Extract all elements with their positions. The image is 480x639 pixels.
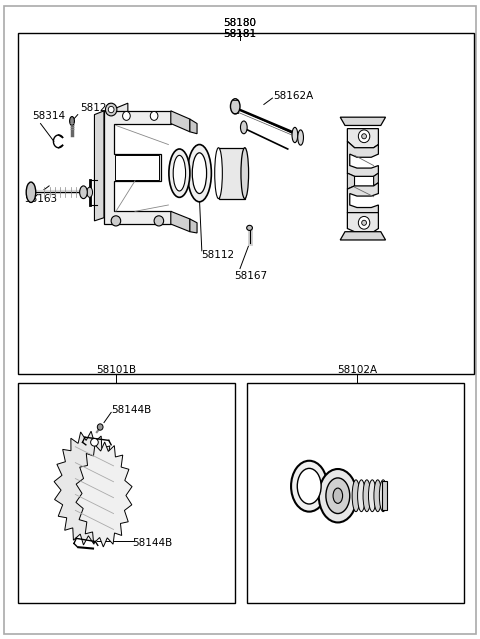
Text: 58163: 58163 — [24, 194, 58, 204]
Text: 58101B: 58101B — [96, 366, 136, 375]
Ellipse shape — [379, 480, 387, 512]
Polygon shape — [348, 213, 378, 232]
Polygon shape — [171, 212, 190, 232]
Ellipse shape — [333, 488, 343, 504]
Ellipse shape — [297, 468, 321, 504]
Text: 58112: 58112 — [201, 250, 234, 259]
Ellipse shape — [108, 106, 114, 112]
Ellipse shape — [97, 424, 103, 430]
Ellipse shape — [230, 99, 240, 114]
Ellipse shape — [70, 116, 74, 125]
Polygon shape — [382, 481, 387, 511]
Bar — [18, 383, 235, 603]
Polygon shape — [190, 219, 197, 233]
Text: 58102A: 58102A — [337, 366, 377, 375]
Polygon shape — [348, 173, 355, 189]
Text: 58180: 58180 — [224, 18, 256, 28]
Text: 58181: 58181 — [223, 29, 257, 40]
Polygon shape — [218, 148, 245, 199]
Ellipse shape — [352, 480, 360, 512]
Ellipse shape — [369, 480, 376, 512]
Polygon shape — [340, 117, 385, 125]
Ellipse shape — [215, 148, 222, 199]
Ellipse shape — [298, 130, 303, 145]
Ellipse shape — [362, 134, 366, 139]
Ellipse shape — [169, 149, 190, 197]
Ellipse shape — [363, 480, 371, 512]
Ellipse shape — [150, 111, 158, 120]
Ellipse shape — [247, 226, 252, 231]
Text: 58162A: 58162A — [274, 91, 313, 100]
Text: 58180: 58180 — [224, 18, 256, 28]
Text: 58314: 58314 — [33, 111, 66, 121]
Text: 58144B: 58144B — [132, 539, 173, 548]
Ellipse shape — [359, 130, 370, 142]
Ellipse shape — [188, 144, 211, 202]
Ellipse shape — [374, 480, 382, 512]
Polygon shape — [54, 431, 120, 545]
Ellipse shape — [122, 111, 130, 120]
Polygon shape — [348, 183, 378, 216]
Bar — [18, 33, 474, 374]
Ellipse shape — [362, 220, 366, 226]
Ellipse shape — [291, 461, 327, 512]
Ellipse shape — [87, 187, 93, 197]
Polygon shape — [171, 111, 190, 132]
Ellipse shape — [192, 153, 206, 194]
Ellipse shape — [106, 103, 117, 116]
Polygon shape — [97, 103, 128, 127]
Polygon shape — [76, 442, 132, 547]
Polygon shape — [104, 111, 171, 224]
Ellipse shape — [80, 186, 87, 199]
Ellipse shape — [319, 469, 357, 523]
Ellipse shape — [154, 216, 164, 226]
Ellipse shape — [359, 217, 370, 229]
Text: 58144B: 58144B — [111, 405, 151, 415]
Polygon shape — [115, 155, 159, 180]
Text: 58120: 58120 — [80, 104, 113, 113]
Ellipse shape — [91, 438, 98, 446]
Ellipse shape — [292, 127, 298, 142]
Polygon shape — [190, 119, 197, 134]
Ellipse shape — [358, 480, 365, 512]
Ellipse shape — [240, 121, 247, 134]
Polygon shape — [348, 141, 378, 176]
Ellipse shape — [326, 478, 350, 514]
Text: 58167: 58167 — [234, 271, 267, 281]
Polygon shape — [348, 128, 378, 148]
Ellipse shape — [111, 216, 120, 226]
Ellipse shape — [173, 155, 186, 191]
Polygon shape — [95, 111, 104, 221]
Ellipse shape — [241, 148, 249, 199]
Polygon shape — [340, 232, 385, 240]
Bar — [247, 383, 464, 603]
Ellipse shape — [26, 182, 36, 203]
Text: 58181: 58181 — [223, 29, 257, 40]
Polygon shape — [373, 173, 378, 186]
